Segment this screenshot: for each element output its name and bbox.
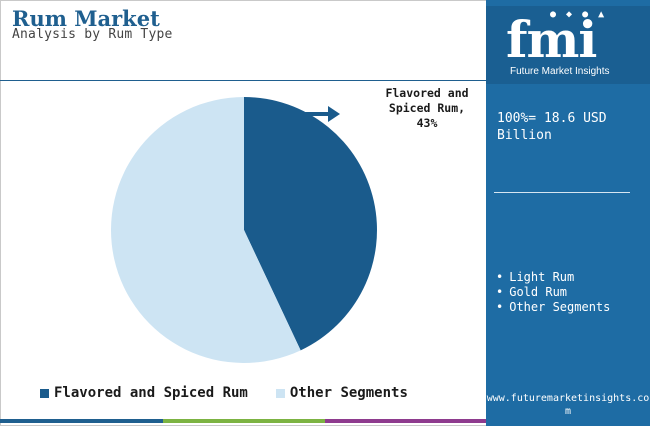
footer-bar-blue xyxy=(0,419,163,423)
segment-item: Light Rum xyxy=(496,270,610,285)
legend-label: Flavored and Spiced Rum xyxy=(54,385,248,401)
footer-bar-green xyxy=(163,419,325,423)
segment-item: Other Segments xyxy=(496,300,610,315)
sidebar-panel: ● ◆ ● ▲ fmi Future Market Insights 100%=… xyxy=(486,0,650,426)
chart-legend: Flavored and Spiced Rum Other Segments xyxy=(40,385,436,401)
footer-bar-purple xyxy=(325,419,486,423)
market-total-line: 100%= 18.6 USD xyxy=(497,111,607,126)
pie-slice-flavored-and-spiced xyxy=(244,97,377,351)
pie-slices xyxy=(110,97,377,363)
title-divider xyxy=(0,80,486,81)
logo-decoration-icon: ● ◆ ● ▲ xyxy=(550,9,607,20)
fmi-logo: ● ◆ ● ▲ fmi Future Market Insights xyxy=(486,6,650,84)
callout-line: 43% xyxy=(416,116,438,130)
chart-title: Rum Market xyxy=(12,6,160,31)
logo-mark: fmi xyxy=(506,10,597,69)
market-total-line: Billion xyxy=(497,128,552,143)
legend-swatch xyxy=(40,388,49,398)
legend-swatch xyxy=(275,388,285,398)
segment-item: Gold Rum xyxy=(496,285,610,300)
segment-list: Light Rum Gold Rum Other Segments xyxy=(496,270,610,315)
pie-callout-label: Flavored and Spiced Rum, 43% xyxy=(368,86,486,131)
callout-arrow-icon xyxy=(304,106,340,122)
logo-tagline: Future Market Insights xyxy=(510,66,610,77)
sidebar-divider xyxy=(494,192,630,193)
callout-line: Flavored and xyxy=(385,86,469,100)
pie-slice-other-segments xyxy=(110,97,301,363)
legend-label: Other Segments xyxy=(289,385,408,401)
legend-item-other: Other Segments xyxy=(275,385,408,401)
pie-chart xyxy=(110,97,377,363)
market-total: 100%= 18.6 USD Billion xyxy=(497,110,645,144)
chart-subtitle: Analysis by Rum Type xyxy=(12,27,173,42)
website-link[interactable]: www.futuremarketinsights.com xyxy=(486,393,650,417)
legend-item-flavored: Flavored and Spiced Rum xyxy=(40,385,248,401)
callout-line: Spiced Rum, xyxy=(388,101,466,115)
